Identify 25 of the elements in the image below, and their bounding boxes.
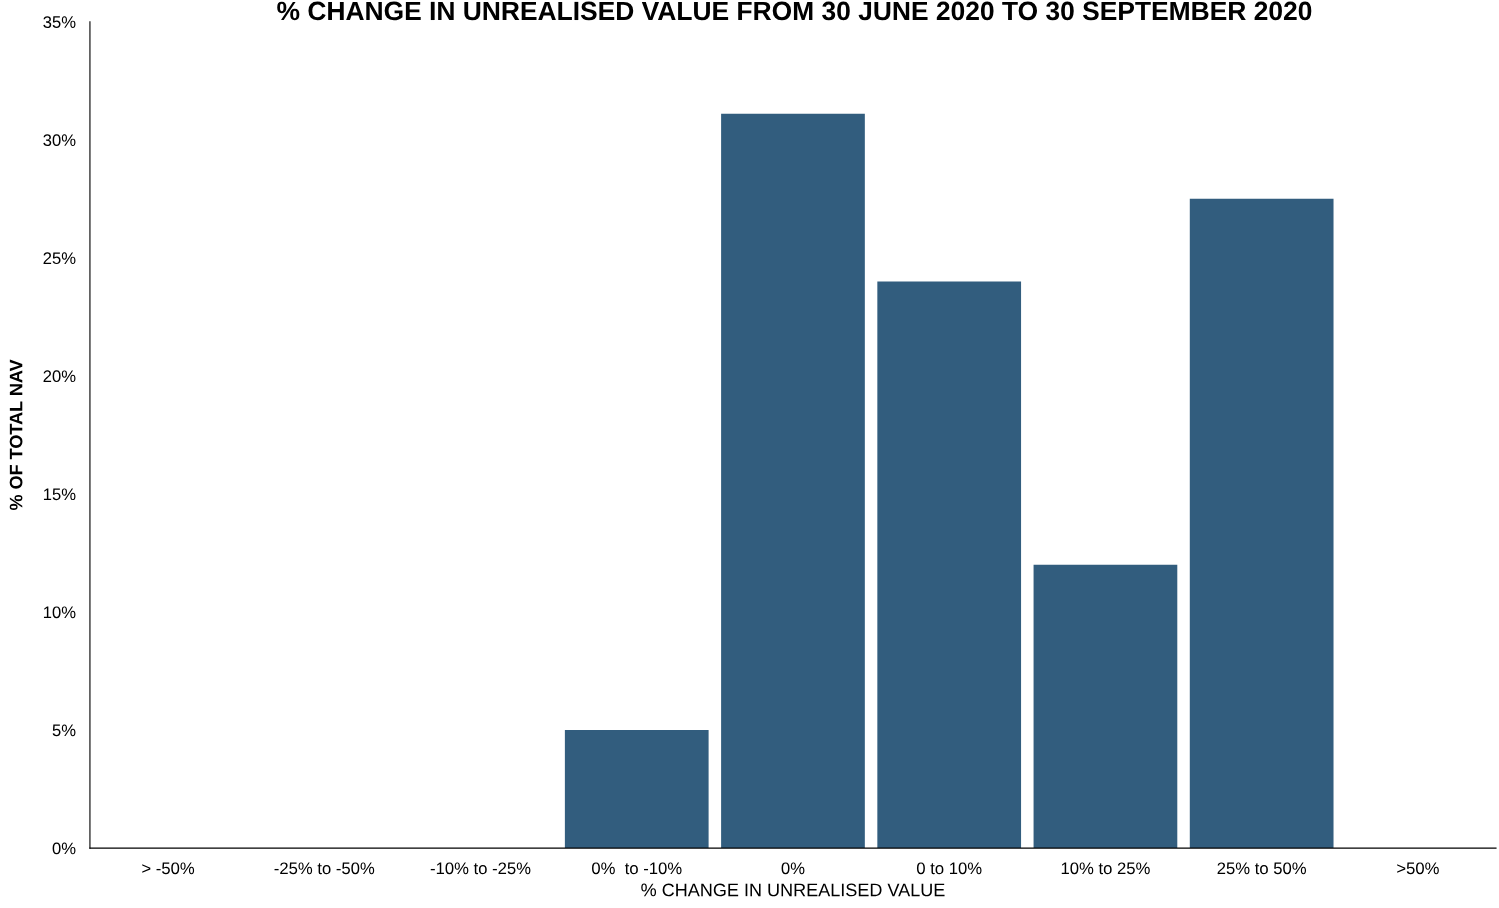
- y-tick-label: 5%: [52, 724, 76, 737]
- chart-title: % CHANGE IN UNREALISED VALUE FROM 30 JUNE 2020 TO 30 SEPTEMBER 2020: [277, 1, 1312, 21]
- x-tick-label: 25% to 50%: [1217, 862, 1307, 875]
- bar: [1033, 564, 1178, 849]
- y-tick-label: 25%: [43, 252, 76, 265]
- x-tick-label: > -50%: [142, 862, 195, 875]
- y-tick-label: 15%: [43, 488, 76, 501]
- y-axis-title: % OF TOTAL NAV: [9, 359, 23, 511]
- y-tick-label: 0%: [52, 842, 76, 855]
- y-tick-label: 10%: [43, 606, 76, 619]
- bar: [1189, 198, 1334, 849]
- x-axis-title: % CHANGE IN UNREALISED VALUE: [641, 883, 945, 897]
- x-tick-label: 0%: [781, 862, 805, 875]
- bar: [721, 113, 865, 849]
- x-tick-label: >50%: [1397, 862, 1439, 875]
- x-tick-label: -10% to -25%: [430, 862, 531, 875]
- y-tick-label: 20%: [43, 370, 76, 383]
- x-tick-label: 0 to 10%: [916, 862, 982, 875]
- x-tick-label: 0% to -10%: [592, 862, 682, 875]
- bar: [564, 730, 709, 849]
- y-tick-label: 35%: [43, 16, 76, 28]
- x-tick-label: -25% to -50%: [274, 862, 375, 875]
- x-tick-label: 10% to 25%: [1061, 862, 1150, 875]
- bar: [877, 281, 1022, 849]
- y-tick-label: 30%: [43, 134, 76, 147]
